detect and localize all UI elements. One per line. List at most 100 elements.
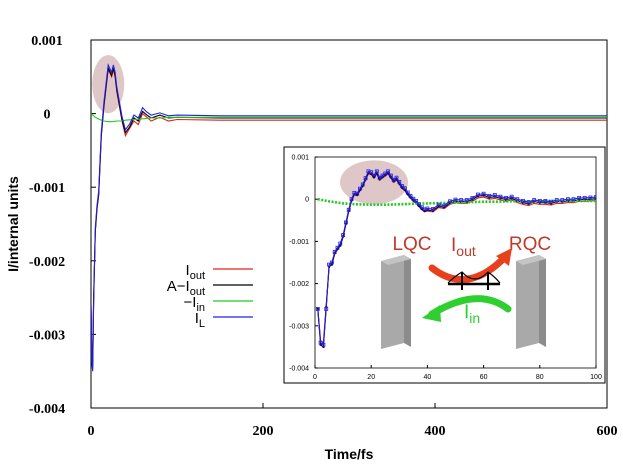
main-highlight-ellipse <box>92 55 125 114</box>
legend-label-a-iout: A−Iout <box>167 278 205 298</box>
inset-point-il <box>436 202 441 207</box>
inset-point-a-iout <box>339 244 342 247</box>
inset-point-il <box>374 169 379 174</box>
main-xtick-label: 200 <box>253 424 274 439</box>
inset-point-il <box>453 197 458 202</box>
inset-point-il <box>515 197 520 202</box>
inset-xtick-label: 100 <box>590 374 602 381</box>
main-series-il <box>91 62 607 372</box>
inset-point-il <box>554 198 559 202</box>
x-axis-title: Time/fs <box>325 446 374 462</box>
inset-point-il <box>594 195 596 199</box>
legend-label-il: IL <box>195 310 205 330</box>
inset-point-il <box>377 175 382 180</box>
inset-point-a-iout <box>322 345 325 348</box>
inset-point-il <box>329 260 334 265</box>
inset-point-il <box>335 245 340 250</box>
inset-point-il <box>571 197 576 202</box>
inset-point-il <box>521 198 525 203</box>
main-xtick-label: 0 <box>88 424 95 439</box>
inset-plot-area <box>314 156 597 369</box>
inset-point-il <box>582 196 587 200</box>
inset-point-il <box>386 169 390 174</box>
inset-xtick-label: 40 <box>424 374 432 381</box>
inset-point-il <box>481 191 486 196</box>
inset-point-il <box>498 194 503 199</box>
inset-point-il <box>464 198 469 202</box>
main-ytick-label: 0.001 <box>31 34 63 49</box>
inset-point-il <box>442 203 447 208</box>
inset-point-il <box>532 198 537 202</box>
inset-point-il <box>321 342 326 347</box>
inset-point-il <box>537 198 542 203</box>
inset-point-il <box>577 196 582 200</box>
inset-point-il <box>543 198 548 203</box>
inset-point-il <box>504 196 508 200</box>
iout-label: Iout <box>451 235 476 259</box>
left-lead-block-top <box>381 255 411 265</box>
inset-point-il <box>560 198 565 202</box>
inset-ytick-label: -0.002 <box>289 281 309 288</box>
inset-point-il <box>363 176 368 181</box>
inset-point-il <box>360 182 365 187</box>
inset-point-il <box>566 197 570 202</box>
bridge-icon <box>447 271 501 290</box>
inset-panel <box>283 146 606 384</box>
inset-point-il <box>411 196 416 201</box>
inset-point-il <box>417 202 421 207</box>
inset-point-il <box>344 220 348 225</box>
inset-point-il <box>372 173 376 178</box>
inset-point-il <box>526 200 531 205</box>
inset-point-a-iout <box>319 343 322 346</box>
current-in-arrow <box>428 295 512 318</box>
main-xtick-label: 400 <box>425 424 446 439</box>
iin-label: Iin <box>464 302 480 326</box>
inset-xtick-label: 20 <box>367 374 375 381</box>
inset-point-il <box>414 198 419 203</box>
inset-ytick-label: 0.001 <box>291 155 309 162</box>
inset-point-il <box>400 184 405 189</box>
inset-point-il <box>431 207 435 211</box>
inset-point-il <box>419 205 424 210</box>
inset-point-il <box>397 179 402 184</box>
main-series-iin <box>91 113 607 123</box>
inset-axis-ticks: 0.001 0 -0.001 -0.002 -0.003 -0.004 0 20 40 60 80 1… <box>289 155 602 382</box>
inset-point-il <box>470 196 475 200</box>
inset-xtick-label: 80 <box>536 374 544 381</box>
main-ytick-label: -0.004 <box>29 402 65 417</box>
inset-point-il <box>346 207 351 212</box>
inset-ytick-label: 0 <box>305 197 309 204</box>
main-series-group <box>91 62 607 372</box>
inset-point-il <box>341 233 346 237</box>
right-lead-block-front <box>516 255 539 349</box>
inset-point-il <box>388 173 393 178</box>
inset-xtick-label: 0 <box>313 374 317 381</box>
inset-ytick-label: -0.001 <box>289 239 309 246</box>
inset-series-group <box>315 169 596 348</box>
inset-point-il <box>403 186 407 191</box>
inset-point-il <box>369 170 374 175</box>
bridge-diagram: LQC RQC Iout Iin <box>381 234 551 349</box>
left-lead-block-front <box>381 255 404 349</box>
inset-point-il <box>549 199 553 204</box>
inset-point-il <box>318 340 323 345</box>
main-ytick-label: 0 <box>44 108 51 123</box>
main-xtick-label: 600 <box>597 424 618 439</box>
inset-point-il <box>492 193 497 197</box>
inset-point-a-iout <box>330 263 333 266</box>
current-out-arrow <box>428 252 510 284</box>
inset-point-il <box>383 171 388 176</box>
inset-point-il <box>355 191 360 196</box>
legend-label-iin: −Iin <box>184 294 206 314</box>
inset-point-il <box>391 177 396 182</box>
current-out-arrowhead <box>496 248 512 266</box>
right-lead-block-top <box>516 255 546 265</box>
main-ytick-label: -0.001 <box>29 181 65 196</box>
right-lead-block-side <box>539 255 546 347</box>
inset-point-il <box>588 195 593 200</box>
inset-point-il <box>447 199 452 204</box>
inset-point-il <box>332 250 337 254</box>
inset-point-il <box>405 190 410 195</box>
